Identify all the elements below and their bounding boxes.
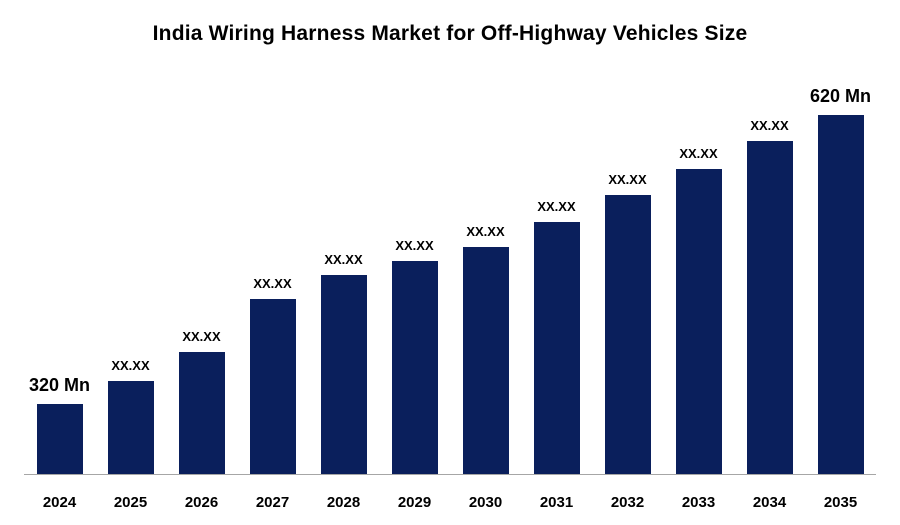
bar-value-label-2024: 320 Mn xyxy=(28,375,91,395)
x-axis-label-2027: 2027 xyxy=(255,494,290,511)
bar-value-label-2035: 620 Mn xyxy=(809,86,872,106)
bar-value-label-2030: XX.XX xyxy=(466,224,505,239)
bar-column-2028: XX.XX xyxy=(308,70,379,474)
bar-2024 xyxy=(36,404,83,474)
bar-column-2031: XX.XX xyxy=(521,70,592,474)
bar-value-label-2034: XX.XX xyxy=(750,118,789,133)
x-axis-label-2028: 2028 xyxy=(326,494,361,511)
bar-value-label-2028: XX.XX xyxy=(324,252,363,267)
x-axis-label-2025: 2025 xyxy=(113,494,148,511)
x-axis-labels: 2024 2025 2026 2027 2028 2029 2030 2031 2032 2033… xyxy=(24,494,876,511)
bar-value-label-2029: XX.XX xyxy=(395,238,434,253)
bar-2034 xyxy=(746,141,793,474)
bar-value-label-2027: XX.XX xyxy=(253,276,292,291)
bar-column-2027: XX.XX xyxy=(237,70,308,474)
bar-column-2033: XX.XX xyxy=(663,70,734,474)
bar-2030 xyxy=(462,247,509,474)
bar-2032 xyxy=(604,195,651,474)
x-axis-label-2030: 2030 xyxy=(468,494,503,511)
bar-value-label-2026: XX.XX xyxy=(182,329,221,344)
bar-column-2026: XX.XX xyxy=(166,70,237,474)
bar-2031 xyxy=(533,222,580,474)
bar-2035 xyxy=(817,115,864,474)
bar-2027 xyxy=(249,299,296,474)
bar-2028 xyxy=(320,275,367,474)
bar-column-2035: 620 Mn xyxy=(805,70,876,474)
bar-column-2029: XX.XX xyxy=(379,70,450,474)
plot-area: 320 Mn XX.XX XX.XX XX.XX XX.XX XX.XX XX.XX XX.X… xyxy=(12,70,888,475)
x-axis-label-2026: 2026 xyxy=(184,494,219,511)
x-axis-label-2033: 2033 xyxy=(681,494,716,511)
bar-2025 xyxy=(107,381,154,474)
bar-value-label-2025: XX.XX xyxy=(111,358,150,373)
x-axis-label-2029: 2029 xyxy=(397,494,432,511)
bar-2033 xyxy=(675,169,722,474)
bar-column-2034: XX.XX xyxy=(734,70,805,474)
x-axis-label-2034: 2034 xyxy=(752,494,787,511)
x-axis-label-2031: 2031 xyxy=(539,494,574,511)
bar-column-2030: XX.XX xyxy=(450,70,521,474)
bar-2026 xyxy=(178,352,225,474)
x-axis-label-2035: 2035 xyxy=(823,494,858,511)
x-axis-label-2024: 2024 xyxy=(42,494,77,511)
bar-column-2032: XX.XX xyxy=(592,70,663,474)
bar-column-2025: XX.XX xyxy=(95,70,166,474)
bar-2029 xyxy=(391,261,438,474)
bar-value-label-2032: XX.XX xyxy=(608,172,647,187)
bar-value-label-2033: XX.XX xyxy=(679,146,718,161)
bars-row: 320 Mn XX.XX XX.XX XX.XX XX.XX XX.XX XX.XX XX.X… xyxy=(24,70,876,475)
x-axis-label-2032: 2032 xyxy=(610,494,645,511)
bar-value-label-2031: XX.XX xyxy=(537,199,576,214)
bar-column-2024: 320 Mn xyxy=(24,70,95,474)
chart-title: India Wiring Harness Market for Off-High… xyxy=(152,22,748,45)
